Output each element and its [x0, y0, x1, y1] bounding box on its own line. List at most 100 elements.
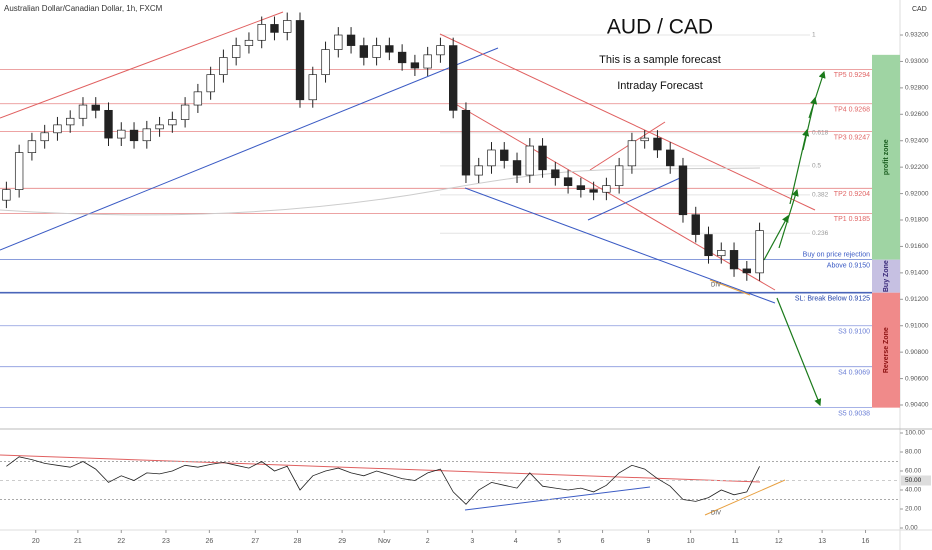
rsi-tick-label: 20.00 — [905, 506, 922, 513]
trendline — [0, 47, 499, 251]
candle-body — [206, 74, 215, 93]
candle-body — [627, 140, 637, 167]
y-tick-label: 0.91400 — [905, 270, 929, 277]
x-tick-label: 22 — [117, 538, 125, 545]
y-tick-label: 0.91600 — [905, 243, 929, 250]
candle-body — [295, 20, 305, 101]
candle-body — [27, 140, 37, 153]
rsi-tick-label: 0.00 — [905, 525, 918, 532]
x-tick-label: 5 — [557, 538, 561, 545]
candle-body — [717, 250, 726, 257]
symbol-header: Australian Dollar/Canadian Dollar, 1h, F… — [4, 4, 163, 13]
candle-body — [614, 165, 624, 187]
y-tick-label: 0.90400 — [905, 402, 929, 409]
rsi-tick-label: 80.00 — [905, 449, 922, 456]
level-label: S5 0.9038 — [838, 410, 870, 417]
candle-body — [129, 129, 139, 142]
candle-body — [180, 104, 190, 120]
level-label: TP3 0.9247 — [834, 134, 870, 141]
x-tick-label: Nov — [378, 538, 391, 545]
candle-body — [602, 185, 611, 193]
y-tick-label: 0.90600 — [905, 375, 929, 382]
x-tick-label: 12 — [775, 538, 783, 545]
candle-body — [231, 45, 241, 58]
zone-label: Reverse Zone — [883, 327, 890, 373]
currency: CAD — [912, 6, 927, 13]
trendline — [587, 177, 681, 221]
level-label: Above 0.9150 — [827, 262, 870, 269]
y-tick-label: 0.93000 — [905, 58, 929, 65]
x-tick-label: 28 — [294, 538, 302, 545]
candle-body — [461, 109, 471, 176]
zone-label: Buy Zone — [883, 260, 890, 292]
candle-body — [576, 185, 586, 190]
y-tick-label: 0.92800 — [905, 85, 929, 92]
level-label: S4 0.9069 — [838, 370, 870, 377]
trendline — [709, 279, 751, 296]
rsi-div-label: DIV — [711, 511, 721, 517]
rsi-trendline — [0, 454, 761, 483]
candle-body — [436, 45, 445, 56]
trendline — [464, 187, 776, 304]
candle-body — [563, 177, 573, 187]
candle-body — [359, 45, 369, 58]
level-label: SL: Break Below 0.9125 — [795, 296, 870, 303]
candle-body — [666, 149, 675, 167]
candle-body — [168, 119, 177, 126]
rsi-tick-label: 60.00 — [905, 468, 922, 475]
x-tick-label: 10 — [687, 538, 695, 545]
x-tick-label: 2 — [426, 538, 430, 545]
rsi-tick-label: 40.00 — [905, 487, 922, 494]
candle-body — [104, 109, 113, 139]
div-label: DIV — [711, 283, 721, 289]
fib-label: 0.382 — [812, 192, 829, 199]
x-tick-label: 26 — [205, 538, 213, 545]
candle-body — [142, 128, 151, 142]
level-label: TP1 0.9185 — [834, 216, 870, 223]
candle-body — [346, 34, 356, 46]
candle-body — [538, 145, 547, 171]
y-tick-label: 0.92200 — [905, 164, 929, 171]
candle-body — [334, 34, 343, 50]
candle-body — [244, 39, 254, 46]
candle-body — [525, 145, 534, 176]
subtitle: This is a sample forecast — [599, 54, 721, 66]
candle-body — [410, 62, 420, 69]
x-tick-label: 21 — [74, 538, 82, 545]
x-tick-label: 16 — [862, 538, 870, 545]
candle-body — [589, 189, 598, 193]
candle-body — [551, 169, 560, 179]
forecast-arrows — [763, 70, 826, 407]
candle-body — [729, 250, 739, 270]
candle-body — [512, 160, 522, 176]
candle-body — [321, 49, 330, 76]
x-tick-label: 27 — [251, 538, 259, 545]
y-tick-label: 0.92600 — [905, 111, 929, 118]
candle-body — [91, 104, 100, 111]
y-tick-label: 0.91200 — [905, 296, 929, 303]
candle-body — [487, 149, 496, 167]
y-tick-label: 0.92400 — [905, 137, 929, 144]
candle-body — [2, 189, 11, 201]
y-tick-label: 0.90800 — [905, 349, 929, 356]
level-label: TP2 0.9204 — [834, 191, 870, 198]
candle-body — [257, 24, 266, 41]
x-tick-label: 13 — [818, 538, 826, 545]
x-tick-label: 9 — [647, 538, 651, 545]
candle-body — [372, 45, 381, 58]
rsi-tick-label: 100.00 — [905, 430, 925, 437]
x-tick-label: 23 — [162, 538, 170, 545]
candle-body — [283, 20, 292, 33]
candle-body — [117, 129, 126, 139]
x-tick-label: 4 — [514, 538, 518, 545]
zone — [872, 54, 900, 260]
candle-body — [755, 230, 764, 274]
level-label: TP5 0.9294 — [834, 72, 870, 79]
candle-body — [270, 24, 279, 33]
rsi-current-label: 50.00 — [905, 477, 922, 484]
y-tick-label: 0.91800 — [905, 217, 929, 224]
rsi-line — [6, 456, 760, 505]
subtitle: Intraday Forecast — [617, 80, 703, 92]
